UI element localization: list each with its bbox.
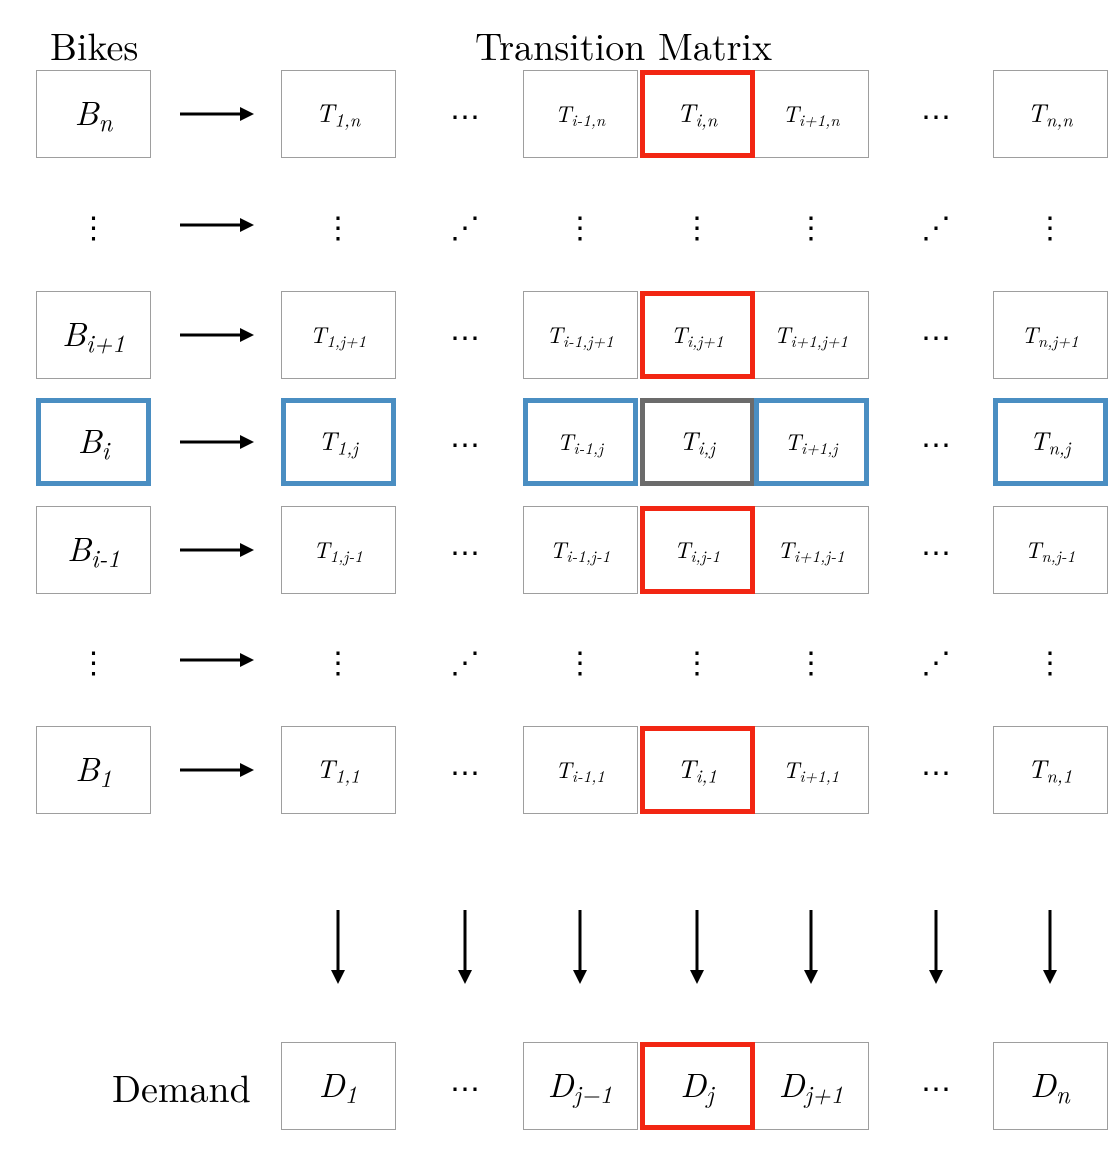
matrix-cell: ⋰ <box>408 616 523 704</box>
matrix-cell: Tn,j <box>993 398 1108 486</box>
matrix-cell: T1,n <box>281 70 396 158</box>
matrix-cell: ⋮ <box>754 181 869 269</box>
demand-cell: Dn <box>993 1042 1108 1130</box>
matrix-cell: ⋯ <box>408 70 523 158</box>
matrix-cell: Tn,j+1 <box>993 291 1108 379</box>
demand-cell: ⋯ <box>408 1042 523 1130</box>
bike-cell: B1 <box>36 726 151 814</box>
matrix-cell: ⋮ <box>640 181 755 269</box>
demand-title: Demand <box>112 1060 251 1114</box>
arrow-down <box>1041 910 1059 984</box>
matrix-cell: ⋮ <box>640 616 755 704</box>
bike-cell: Bi-1 <box>36 506 151 594</box>
matrix-cell: ⋮ <box>523 181 638 269</box>
matrix-cell: Ti-1,1 <box>523 726 638 814</box>
matrix-cell: T1,j-1 <box>281 506 396 594</box>
matrix-cell: Ti,j-1 <box>640 506 755 594</box>
matrix-cell: Ti+1,j-1 <box>754 506 869 594</box>
arrow-right <box>180 651 254 669</box>
matrix-cell: ⋮ <box>281 181 396 269</box>
matrix-title: Transition Matrix <box>475 18 772 72</box>
demand-cell: Dj+1 <box>754 1042 869 1130</box>
matrix-cell: ⋮ <box>754 616 869 704</box>
arrow-down <box>329 910 347 984</box>
bike-cell: Bi+1 <box>36 291 151 379</box>
arrow-right <box>180 216 254 234</box>
arrow-right <box>180 541 254 559</box>
matrix-cell: ⋯ <box>408 291 523 379</box>
matrix-cell: Tn,1 <box>993 726 1108 814</box>
matrix-cell: ⋯ <box>879 726 994 814</box>
matrix-cell: ⋰ <box>879 181 994 269</box>
arrow-down <box>456 910 474 984</box>
matrix-cell: ⋯ <box>408 506 523 594</box>
matrix-cell: T1,j+1 <box>281 291 396 379</box>
matrix-cell: ⋮ <box>993 616 1108 704</box>
matrix-cell: Ti,j+1 <box>640 291 755 379</box>
arrow-down <box>571 910 589 984</box>
matrix-cell: Tn,j-1 <box>993 506 1108 594</box>
matrix-cell: T1,j <box>281 398 396 486</box>
demand-cell: D1 <box>281 1042 396 1130</box>
matrix-cell: Ti-1,j+1 <box>523 291 638 379</box>
bike-cell: ⋮ <box>36 616 151 704</box>
matrix-cell: ⋯ <box>879 70 994 158</box>
matrix-cell: Ti+1,1 <box>754 726 869 814</box>
bikes-title: Bikes <box>50 18 138 72</box>
matrix-cell: ⋮ <box>523 616 638 704</box>
matrix-cell: Tn,n <box>993 70 1108 158</box>
matrix-cell: Ti-1,j-1 <box>523 506 638 594</box>
matrix-cell: Ti+1,n <box>754 70 869 158</box>
arrow-right <box>180 761 254 779</box>
arrow-right <box>180 433 254 451</box>
arrow-down <box>927 910 945 984</box>
arrow-down <box>802 910 820 984</box>
matrix-cell: ⋯ <box>879 291 994 379</box>
arrow-down <box>688 910 706 984</box>
matrix-cell: ⋮ <box>993 181 1108 269</box>
matrix-cell: ⋯ <box>408 398 523 486</box>
bike-cell: Bi <box>36 398 151 486</box>
matrix-cell: Ti,j <box>640 398 755 486</box>
demand-cell: ⋯ <box>879 1042 994 1130</box>
matrix-cell: ⋮ <box>281 616 396 704</box>
demand-cell: Dj <box>640 1042 755 1130</box>
bike-cell: ⋮ <box>36 181 151 269</box>
matrix-cell: Ti,n <box>640 70 755 158</box>
matrix-cell: ⋯ <box>879 506 994 594</box>
matrix-cell: ⋰ <box>408 181 523 269</box>
matrix-cell: Ti-1,j <box>523 398 638 486</box>
bike-cell: Bn <box>36 70 151 158</box>
matrix-cell: T1,1 <box>281 726 396 814</box>
matrix-cell: ⋰ <box>879 616 994 704</box>
arrow-right <box>180 326 254 344</box>
demand-cell: Dj−1 <box>523 1042 638 1130</box>
matrix-cell: Ti,1 <box>640 726 755 814</box>
matrix-cell: Ti+1,j <box>754 398 869 486</box>
matrix-cell: Ti-1,n <box>523 70 638 158</box>
matrix-cell: ⋯ <box>879 398 994 486</box>
matrix-cell: Ti+1,j+1 <box>754 291 869 379</box>
arrow-right <box>180 105 254 123</box>
matrix-cell: ⋯ <box>408 726 523 814</box>
